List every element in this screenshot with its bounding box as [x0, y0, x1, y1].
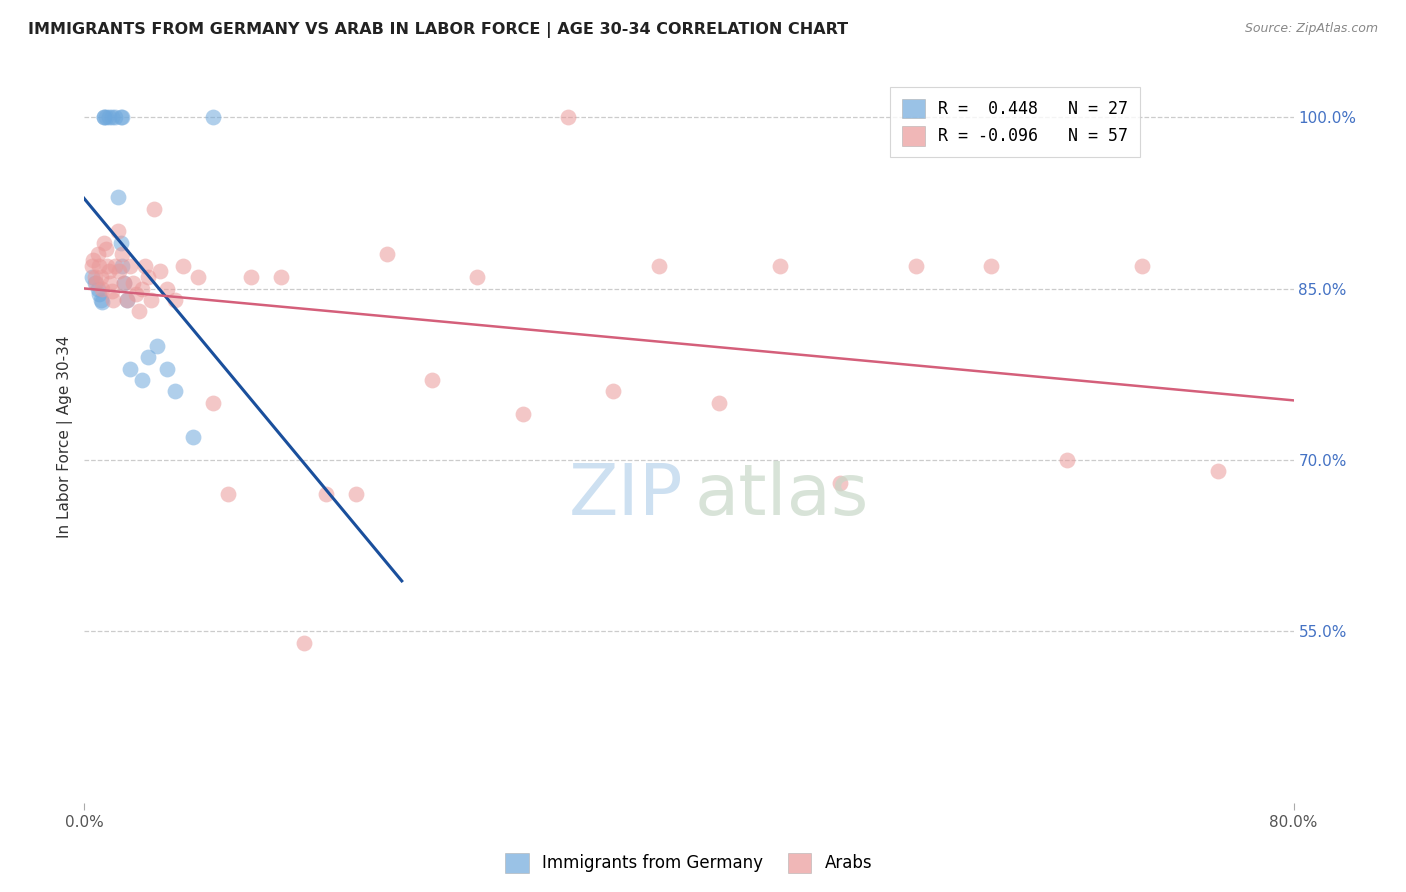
Point [142, 202, 165, 216]
Point [86, 276, 108, 290]
Point [134, 259, 156, 273]
Point [82, 252, 104, 267]
Point [111, 259, 134, 273]
Point [375, 247, 398, 261]
Point [94, 110, 117, 124]
Point [80, 259, 103, 273]
Point [139, 293, 162, 307]
Point [146, 338, 169, 352]
Point [172, 259, 194, 273]
Point [108, 264, 131, 278]
Point [115, 293, 138, 307]
Point [87, 247, 110, 261]
Point [112, 276, 135, 290]
Point [111, 247, 134, 261]
Point [97, 110, 120, 124]
Point [156, 281, 179, 295]
Point [187, 270, 209, 285]
Point [94, 242, 117, 256]
Point [709, 396, 731, 410]
Point [90, 293, 112, 307]
Point [91, 295, 114, 310]
Point [136, 270, 159, 285]
Point [128, 304, 150, 318]
Point [87, 281, 110, 295]
Point [125, 287, 148, 301]
Point [346, 487, 368, 501]
Legend: R =  0.448   N = 27, R = -0.096   N = 57: R = 0.448 N = 27, R = -0.096 N = 57 [890, 87, 1140, 157]
Point [149, 264, 172, 278]
Point [115, 293, 138, 307]
Point [165, 384, 187, 399]
Point [90, 270, 112, 285]
Point [91, 281, 114, 295]
Point [131, 373, 153, 387]
Point [84, 276, 107, 290]
Point [830, 475, 852, 490]
Point [1130, 259, 1153, 273]
Point [107, 190, 129, 204]
Point [769, 259, 792, 273]
Point [93, 110, 115, 124]
Point [156, 361, 179, 376]
Point [557, 110, 579, 124]
Point [84, 270, 107, 285]
Point [136, 350, 159, 364]
Point [1056, 453, 1078, 467]
Point [201, 110, 224, 124]
Point [118, 259, 141, 273]
Point [165, 293, 187, 307]
Point [980, 259, 1002, 273]
Text: atlas: atlas [695, 461, 869, 530]
Point [420, 373, 443, 387]
Point [131, 281, 153, 295]
Point [89, 259, 111, 273]
Point [217, 487, 239, 501]
Point [181, 430, 204, 444]
Point [648, 259, 671, 273]
Point [89, 287, 111, 301]
Point [100, 284, 122, 298]
Point [270, 270, 292, 285]
Point [104, 259, 127, 273]
Text: IMMIGRANTS FROM GERMANY VS ARAB IN LABOR FORCE | AGE 30-34 CORRELATION CHART: IMMIGRANTS FROM GERMANY VS ARAB IN LABOR… [28, 22, 848, 38]
Point [201, 396, 224, 410]
Point [602, 384, 624, 399]
Point [1206, 464, 1229, 478]
Point [104, 110, 127, 124]
Point [512, 407, 534, 421]
Point [292, 636, 315, 650]
Point [80, 270, 103, 285]
Point [93, 235, 115, 250]
Point [107, 224, 129, 238]
Point [239, 270, 262, 285]
Point [110, 235, 132, 250]
Point [110, 110, 132, 124]
Point [96, 259, 118, 273]
Point [101, 293, 124, 307]
Legend: Immigrants from Germany, Arabs: Immigrants from Germany, Arabs [499, 847, 879, 880]
Point [904, 259, 927, 273]
Text: ZIP: ZIP [568, 461, 683, 530]
Point [93, 110, 115, 124]
Point [97, 264, 120, 278]
Y-axis label: In Labor Force | Age 30-34: In Labor Force | Age 30-34 [58, 335, 73, 539]
Point [112, 276, 135, 290]
Text: Source: ZipAtlas.com: Source: ZipAtlas.com [1244, 22, 1378, 36]
Point [121, 276, 143, 290]
Point [118, 361, 141, 376]
Point [315, 487, 337, 501]
Point [98, 276, 121, 290]
Point [111, 110, 134, 124]
Point [100, 110, 122, 124]
Point [467, 270, 489, 285]
